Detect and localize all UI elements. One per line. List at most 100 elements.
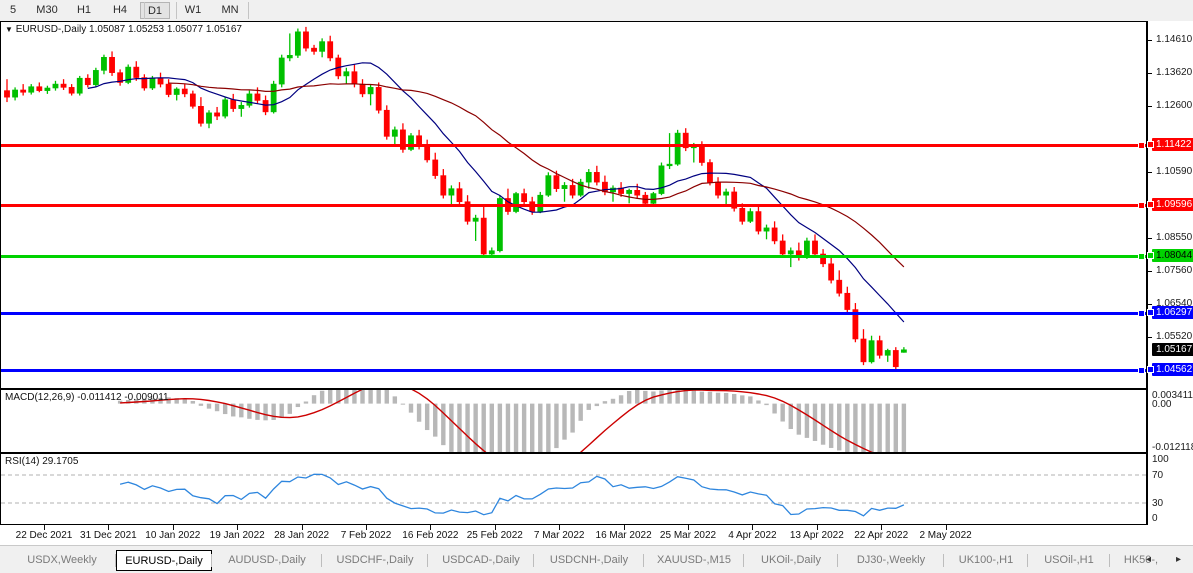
price-axis-chip-marker [1147,141,1154,149]
date-axis-label: 16 Mar 2022 [595,530,652,541]
chart-tab-usoil-h1[interactable]: USOil-,H1 [1044,554,1094,566]
date-axis-tick [623,525,625,530]
date-axis-label: 19 Jan 2022 [209,530,265,541]
rsi-axis-tick-label: 0 [1152,513,1158,524]
date-axis-label: 25 Mar 2022 [659,530,717,541]
tab-scroll-right-icon[interactable]: ▸ [1176,554,1182,565]
price-axis[interactable]: 1.14610 1.13620 1.12600 1.10590 1.08550 1.075… [1147,21,1193,525]
price-axis-chip-1.08044[interactable]: 1.08044 [1152,248,1193,262]
timeframe-button-mn[interactable]: MN [221,4,239,16]
level-handle-support-2[interactable] [1138,309,1145,317]
price-pane-label: ▼ EURUSD-,Daily 1.05087 1.05253 1.05077 … [5,24,242,35]
level-line-resistance-2[interactable] [1,204,1146,208]
timeframe-button-m30[interactable]: M30 [36,4,58,16]
date-axis-tick [688,525,689,530]
price-axis-chip-1.05167[interactable]: 1.05167 [1152,342,1193,356]
macd-pane-label: MACD(12,26,9) -0.011412 -0.009011 [5,392,169,403]
level-handle-resistance-2[interactable] [1138,202,1145,210]
rsi-canvas [1,473,1146,517]
price-pane-title: EURUSD-,Daily 1.05087 1.05253 1.05077 1.… [15,24,242,35]
price-axis-tick-label: 1.06540 [1156,297,1193,309]
chart-tab-xauusd-m15[interactable]: XAUUSD-,M15 [657,554,731,566]
macd-pane[interactable]: MACD(12,26,9) -0.011412 -0.009011 [0,377,1147,479]
collapse-icon[interactable]: ▼ [5,25,13,34]
date-axis-label: 13 Apr 2022 [789,530,844,541]
price-axis-tick-label: 1.08550 [1156,232,1193,244]
price-axis-chip-1.06297[interactable]: 1.06297 [1152,305,1193,319]
price-axis-chip-1.04562[interactable]: 1.04562 [1152,362,1193,376]
timeframe-button-h4[interactable]: H4 [112,4,128,16]
chart-tab-usdchf-daily[interactable]: USDCHF-,Daily [336,554,414,566]
chart-tab-uk100-h1[interactable]: UK100-,H1 [958,554,1014,566]
rsi-axis-tick-label: 100 [1152,454,1169,465]
date-axis-tick [237,525,239,530]
rsi-pane[interactable]: RSI(14) 29.1705 [0,453,1147,525]
chart-tab-audusd-daily[interactable]: AUDUSD-,Daily [228,554,306,566]
level-line-support-1[interactable] [1,254,1146,258]
tab-separator [837,554,838,567]
price-axis-tick-label: 1.05520 [1156,331,1193,343]
price-axis-chip-marker [1147,251,1154,259]
price-axis-tick [1148,40,1152,42]
price-pane[interactable]: ▼ EURUSD-,Daily 1.05087 1.05253 1.05077 … [0,21,1147,389]
price-axis-tick-label: 1.13620 [1156,66,1193,78]
date-axis-tick [108,525,110,530]
rsi-axis-tick-label: 70 [1152,470,1164,481]
timeframe-toolbar: 5 M30 H1 H4 D1 W1 MN [0,0,1193,22]
chart-tab-dj30-weekly[interactable]: DJ30-,Weekly [856,554,926,566]
date-axis-tick [430,525,432,530]
price-axis-chip-marker [1147,365,1154,373]
date-axis-tick [816,525,818,530]
level-line-resistance-1[interactable] [1,144,1146,148]
level-line-support-2[interactable] [1,311,1146,315]
price-axis-tick [1148,238,1152,240]
tab-separator [427,554,428,567]
date-axis-label: 28 Jan 2022 [274,530,330,541]
price-axis-chip-marker [1147,308,1154,316]
price-axis-chip-marker [1147,201,1154,209]
macd-axis-tick-label: -0.012118 [1152,442,1193,453]
tab-separator [115,554,116,567]
chart-tab-ukoil-daily[interactable]: UKOil-,Daily [761,554,821,566]
price-axis-chip-1.09596[interactable]: 1.09596 [1152,198,1193,212]
price-axis-tick-label: 1.12600 [1156,99,1193,111]
level-line-support-3[interactable] [1,368,1146,372]
price-axis-tick [1148,337,1152,339]
level-handle-resistance-1[interactable] [1138,142,1145,150]
level-handle-support-1[interactable] [1138,252,1145,260]
date-axis-label: 7 Feb 2022 [340,530,392,541]
date-axis-label: 22 Apr 2022 [854,530,909,541]
date-axis-tick [366,525,367,530]
tab-separator [1109,554,1110,567]
date-axis-tick [301,525,303,530]
chart-tab-usdcnh-daily[interactable]: USDCNH-,Daily [549,554,629,566]
price-axis-tick [1148,171,1152,173]
chart-tab-usdx-weekly[interactable]: USDX,Weekly [27,554,97,566]
candlestick-canvas [4,26,907,371]
timeframe-button-h1[interactable]: H1 [76,4,92,16]
level-handle-support-3[interactable] [1138,366,1145,374]
date-axis-tick [172,525,174,530]
tab-separator [743,554,744,567]
tab-scroll-left-icon[interactable]: ◂ [1146,554,1152,565]
rsi-pane-label: RSI(14) 29.1705 [5,456,79,467]
timeframe-button-d1[interactable]: D1 [140,2,170,19]
timeframe-button-w1[interactable]: W1 [184,4,202,16]
chart-tab-hk50-[interactable]: HK50-, [1123,554,1159,566]
date-axis-tick [559,525,561,530]
chart-tab-eurusd-daily[interactable]: EURUSD-,Daily [116,550,212,571]
tab-separator [211,554,212,567]
tab-separator [643,554,644,567]
tab-separator [1027,554,1028,567]
price-axis-chip-1.11422[interactable]: 1.11422 [1152,138,1193,152]
date-axis-label: 31 Dec 2021 [80,530,137,541]
chart-area[interactable]: ▼ EURUSD-,Daily 1.05087 1.05253 1.05077 … [0,21,1193,545]
price-axis-tick-label: 1.10590 [1156,165,1193,177]
chart-tab-usdcad-daily[interactable]: USDCAD-,Daily [442,554,520,566]
price-axis-tick-label: 1.14610 [1156,34,1193,46]
timeframe-button-5[interactable]: 5 [9,4,17,16]
chart-tab-bar[interactable]: USDX,Weekly EURUSD-,Daily AUDUSD-,Daily USD… [0,545,1193,573]
date-axis-label: 16 Feb 2022 [402,530,459,541]
date-axis-label: 4 Apr 2022 [728,530,777,541]
